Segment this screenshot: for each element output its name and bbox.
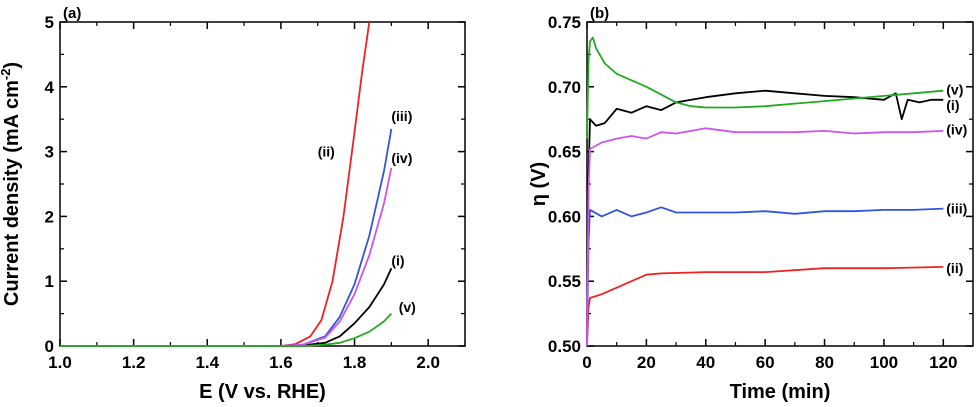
panel-b-series-line xyxy=(586,206,944,347)
panel-a-series-line xyxy=(60,267,393,347)
panel-a-x-tick-label: 2.0 xyxy=(416,353,440,372)
panel-b-series-line xyxy=(586,127,944,347)
panel-a-x-tick-label: 1.4 xyxy=(195,353,219,372)
panel-a-x-tick-label: 1.0 xyxy=(48,353,72,372)
panel-a-y-axis-label-main: Current density (mA cm xyxy=(1,80,23,306)
panel-b-x-axis-label: Time (min) xyxy=(730,381,831,403)
panel-b-x-tick-label: 40 xyxy=(696,353,715,372)
panel-b-label: (b) xyxy=(590,5,609,22)
panel-a-y-axis-label-end: ) xyxy=(1,62,23,69)
panel-a-curve-label: (iv) xyxy=(391,150,412,166)
panel-a-y-axis-label-sup: -2 xyxy=(0,69,13,81)
panel-b-y-tick-label: 0.55 xyxy=(548,272,581,291)
panel-b-series-line xyxy=(586,266,944,347)
panel-b-curve-label: (v) xyxy=(946,81,963,97)
panel-b-y-axis-label: η (V) xyxy=(528,162,550,206)
panel-b-x-tick-label: 100 xyxy=(870,353,898,372)
panel-b-y-tick-label: 0.60 xyxy=(548,207,581,226)
panel-b-curve-label: (i) xyxy=(946,97,959,113)
panel-a-y-tick-label: 0 xyxy=(45,337,54,356)
panel-b-x-tick-label: 120 xyxy=(929,353,957,372)
panel-b-curve-label: (iv) xyxy=(946,122,967,138)
panel-b-x-tick-label: 60 xyxy=(756,353,775,372)
panel-b-y-tick-label: 0.65 xyxy=(548,143,581,162)
panel-a-curve-label: (ii) xyxy=(318,144,335,160)
panel-a-series-line xyxy=(60,21,371,347)
panel-a-x-tick-label: 1.6 xyxy=(269,353,293,372)
panel-a-curve-label: (i) xyxy=(391,252,404,268)
panel-b-x-tick-label: 20 xyxy=(637,353,656,372)
panel-a-y-tick-label: 2 xyxy=(45,207,54,226)
panel-b-y-tick-label: 0.50 xyxy=(548,337,581,356)
panel-a-y-axis-label: Current density (mA cm-2) xyxy=(0,62,23,306)
panel-a-series-line xyxy=(60,167,393,347)
panel-a-curve-label: (v) xyxy=(399,299,416,315)
panel-b-curve-label: (ii) xyxy=(946,260,963,276)
panel-a-y-tick-label: 1 xyxy=(45,272,54,291)
panel-b: 0 20 40 60 80 100 1200.500.550.600.650.700.75 … xyxy=(528,5,974,403)
panel-b-series-line xyxy=(586,36,944,139)
panel-a-series-line xyxy=(60,128,393,347)
panel-a-x-axis-label: E (V vs. RHE) xyxy=(199,381,326,403)
panel-a-label: (a) xyxy=(63,5,81,22)
panel-b-x-tick-label: 80 xyxy=(815,353,834,372)
panel-b-y-tick-label: 0.75 xyxy=(548,13,581,32)
panel-a: 1.0 1.2 1.4 1.6 1.8 2.0 0 1 2 3 4 5 (i) (ii) (iii) (iv… xyxy=(0,5,466,403)
panel-a-series-line xyxy=(60,312,393,347)
panel-b-series-line xyxy=(586,89,944,347)
panel-a-y-tick-label: 3 xyxy=(45,143,54,162)
panel-a-curve-label: (iii) xyxy=(391,108,412,124)
panel-a-y-tick-label: 5 xyxy=(45,13,54,32)
panel-a-x-tick-label: 1.2 xyxy=(122,353,146,372)
panel-a-y-tick-label: 4 xyxy=(45,78,55,97)
panel-b-curve-label: (iii) xyxy=(946,201,967,217)
panel-b-x-tick-label: 0 xyxy=(582,353,591,372)
panel-a-x-tick-label: 1.8 xyxy=(343,353,367,372)
panel-b-y-tick-label: 0.70 xyxy=(548,78,581,97)
panel-a-frame xyxy=(59,21,466,347)
panel-b-frame xyxy=(586,21,974,347)
